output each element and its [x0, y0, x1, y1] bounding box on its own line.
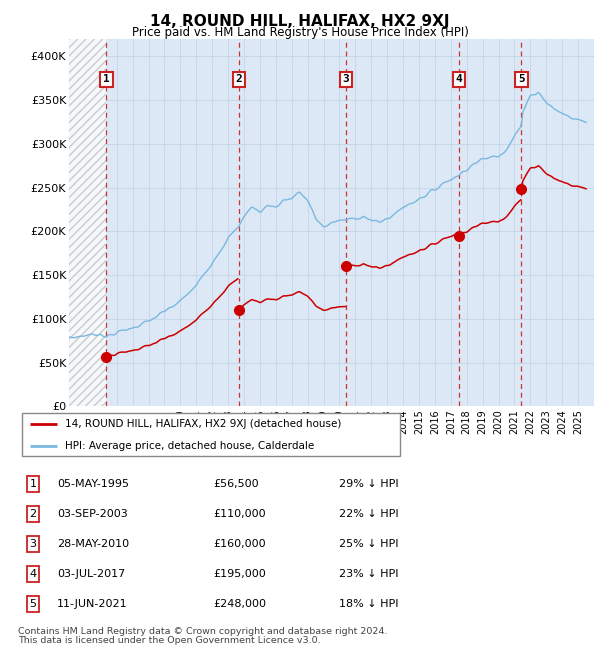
Text: 03-SEP-2003: 03-SEP-2003 — [57, 509, 128, 519]
Text: 03-JUL-2017: 03-JUL-2017 — [57, 569, 125, 579]
Text: 1: 1 — [103, 74, 110, 85]
Text: 5: 5 — [29, 599, 37, 609]
Text: £248,000: £248,000 — [213, 599, 266, 609]
Text: 28-MAY-2010: 28-MAY-2010 — [57, 539, 129, 549]
Text: 2: 2 — [29, 509, 37, 519]
Text: 14, ROUND HILL, HALIFAX, HX2 9XJ: 14, ROUND HILL, HALIFAX, HX2 9XJ — [150, 14, 450, 29]
Text: 11-JUN-2021: 11-JUN-2021 — [57, 599, 128, 609]
Text: 29% ↓ HPI: 29% ↓ HPI — [339, 479, 398, 489]
Text: HPI: Average price, detached house, Calderdale: HPI: Average price, detached house, Cald… — [65, 441, 314, 450]
Text: £160,000: £160,000 — [213, 539, 266, 549]
Text: Price paid vs. HM Land Registry's House Price Index (HPI): Price paid vs. HM Land Registry's House … — [131, 26, 469, 39]
Text: 14, ROUND HILL, HALIFAX, HX2 9XJ (detached house): 14, ROUND HILL, HALIFAX, HX2 9XJ (detach… — [65, 419, 341, 429]
Text: 2: 2 — [235, 74, 242, 85]
Text: 3: 3 — [29, 539, 37, 549]
FancyBboxPatch shape — [22, 413, 400, 456]
Text: £110,000: £110,000 — [213, 509, 266, 519]
Text: Contains HM Land Registry data © Crown copyright and database right 2024.: Contains HM Land Registry data © Crown c… — [18, 627, 388, 636]
Text: 25% ↓ HPI: 25% ↓ HPI — [339, 539, 398, 549]
Text: 3: 3 — [343, 74, 349, 85]
Text: £195,000: £195,000 — [213, 569, 266, 579]
Text: 22% ↓ HPI: 22% ↓ HPI — [339, 509, 398, 519]
Text: 18% ↓ HPI: 18% ↓ HPI — [339, 599, 398, 609]
Text: 23% ↓ HPI: 23% ↓ HPI — [339, 569, 398, 579]
Text: 4: 4 — [29, 569, 37, 579]
Text: £56,500: £56,500 — [213, 479, 259, 489]
Text: 4: 4 — [455, 74, 462, 85]
Text: 05-MAY-1995: 05-MAY-1995 — [57, 479, 129, 489]
Text: 1: 1 — [29, 479, 37, 489]
Text: 5: 5 — [518, 74, 525, 85]
Text: This data is licensed under the Open Government Licence v3.0.: This data is licensed under the Open Gov… — [18, 636, 320, 645]
